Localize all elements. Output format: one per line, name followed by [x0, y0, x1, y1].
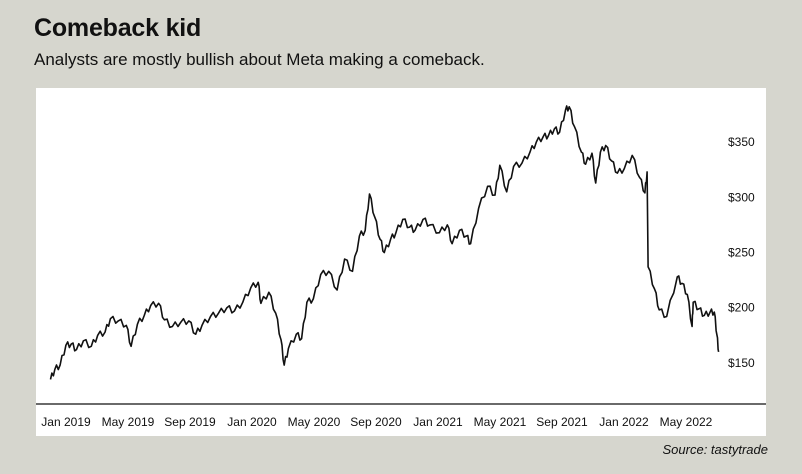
y-tick-label: $150 — [728, 356, 755, 370]
x-tick-label: May 2019 — [102, 415, 155, 429]
x-tick-label: Jan 2021 — [413, 415, 463, 429]
x-tick-label: May 2021 — [474, 415, 527, 429]
x-tick-label: Sep 2020 — [350, 415, 402, 429]
y-tick-label: $200 — [728, 301, 755, 315]
chart-panel: $150 $200 $250 $300 $350 Jan 2019 May 2019 Sep… — [36, 88, 766, 436]
x-tick-label: May 2022 — [660, 415, 713, 429]
chart-subtitle: Analysts are mostly bullish about Meta m… — [34, 50, 485, 69]
y-tick-label: $250 — [728, 246, 755, 260]
chart-title: Comeback kid — [34, 14, 202, 42]
x-tick-label: Jan 2022 — [599, 415, 649, 429]
x-tick-label: Sep 2021 — [536, 415, 588, 429]
x-axis: Jan 2019 May 2019 Sep 2019 Jan 2020 May 2020… — [41, 415, 712, 429]
y-axis: $150 $200 $250 $300 $350 — [728, 135, 755, 370]
x-tick-label: Sep 2019 — [164, 415, 216, 429]
x-tick-label: Jan 2020 — [227, 415, 277, 429]
y-tick-label: $300 — [728, 190, 755, 204]
source-note: Source: tastytrade — [662, 442, 769, 457]
y-tick-label: $350 — [728, 135, 755, 149]
x-tick-label: Jan 2019 — [41, 415, 91, 429]
x-tick-label: May 2020 — [288, 415, 341, 429]
price-series-line — [49, 105, 720, 380]
line-chart: $150 $200 $250 $300 $350 Jan 2019 May 2019 Sep… — [36, 105, 766, 429]
series-group — [49, 105, 720, 380]
